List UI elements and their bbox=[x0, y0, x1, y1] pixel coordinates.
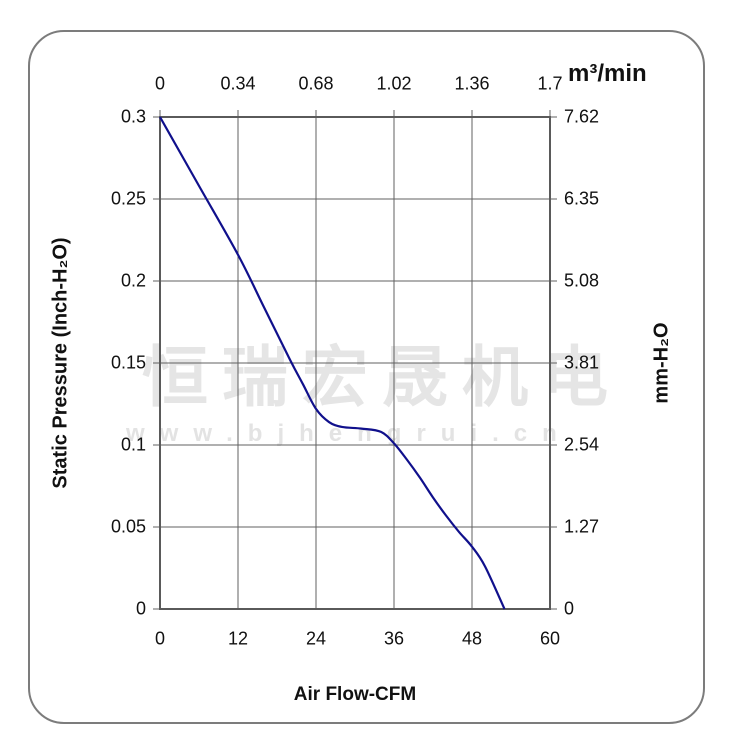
left-axis-tick-label: 0.15 bbox=[110, 352, 146, 373]
bottom-axis-tick-label: 12 bbox=[227, 628, 249, 649]
left-axis-tick-label: 0 bbox=[135, 598, 146, 619]
left-axis-tick-label: 0.25 bbox=[110, 188, 146, 209]
bottom-axis-tick-label: 24 bbox=[305, 628, 327, 649]
right-axis-tick-label: 3.81 bbox=[564, 352, 600, 373]
top-axis-tick-label: 1.7 bbox=[537, 73, 563, 94]
plot-border bbox=[159, 116, 551, 610]
bottom-axis-title: Air Flow-CFM bbox=[293, 684, 417, 705]
right-axis-tick-label: 5.08 bbox=[564, 270, 600, 291]
left-axis-title: Static Pressure (Inch-H₂O) bbox=[49, 237, 72, 489]
top-axis-tick-label: 0 bbox=[154, 73, 166, 94]
bottom-axis-tick-label: 0 bbox=[154, 628, 166, 649]
watermark-website-text: www.bjhengrui.cn bbox=[126, 420, 572, 447]
top-axis-tick-label: 1.36 bbox=[454, 73, 490, 94]
right-axis-tick-label: 6.35 bbox=[564, 188, 600, 209]
right-axis-tick-label: 0 bbox=[564, 598, 575, 619]
top-axis-unit-label: m³/min bbox=[568, 60, 647, 87]
bottom-axis-tick-label: 60 bbox=[539, 628, 561, 649]
left-axis-tick-label: 0.05 bbox=[110, 516, 146, 537]
top-axis-tick-label: 0.34 bbox=[220, 73, 256, 94]
watermark-chinese-text: 恒瑞宏晟机电 bbox=[142, 340, 622, 414]
left-axis-tick-label: 0.2 bbox=[120, 270, 146, 291]
left-axis-tick-label: 0.1 bbox=[120, 434, 146, 455]
chart-frame-border bbox=[28, 30, 705, 724]
left-axis-tick-label: 0.3 bbox=[120, 106, 146, 127]
right-axis-title: mm-H₂O bbox=[650, 322, 673, 404]
bottom-axis-tick-label: 48 bbox=[461, 628, 483, 649]
bottom-axis-tick-label: 36 bbox=[383, 628, 405, 649]
top-axis-tick-label: 1.02 bbox=[376, 73, 412, 94]
right-axis-tick-label: 7.62 bbox=[564, 106, 600, 127]
performance-curve bbox=[159, 116, 506, 610]
right-axis-tick-label: 1.27 bbox=[564, 516, 600, 537]
top-axis-tick-label: 0.68 bbox=[298, 73, 334, 94]
right-axis-tick-label: 2.54 bbox=[564, 434, 600, 455]
